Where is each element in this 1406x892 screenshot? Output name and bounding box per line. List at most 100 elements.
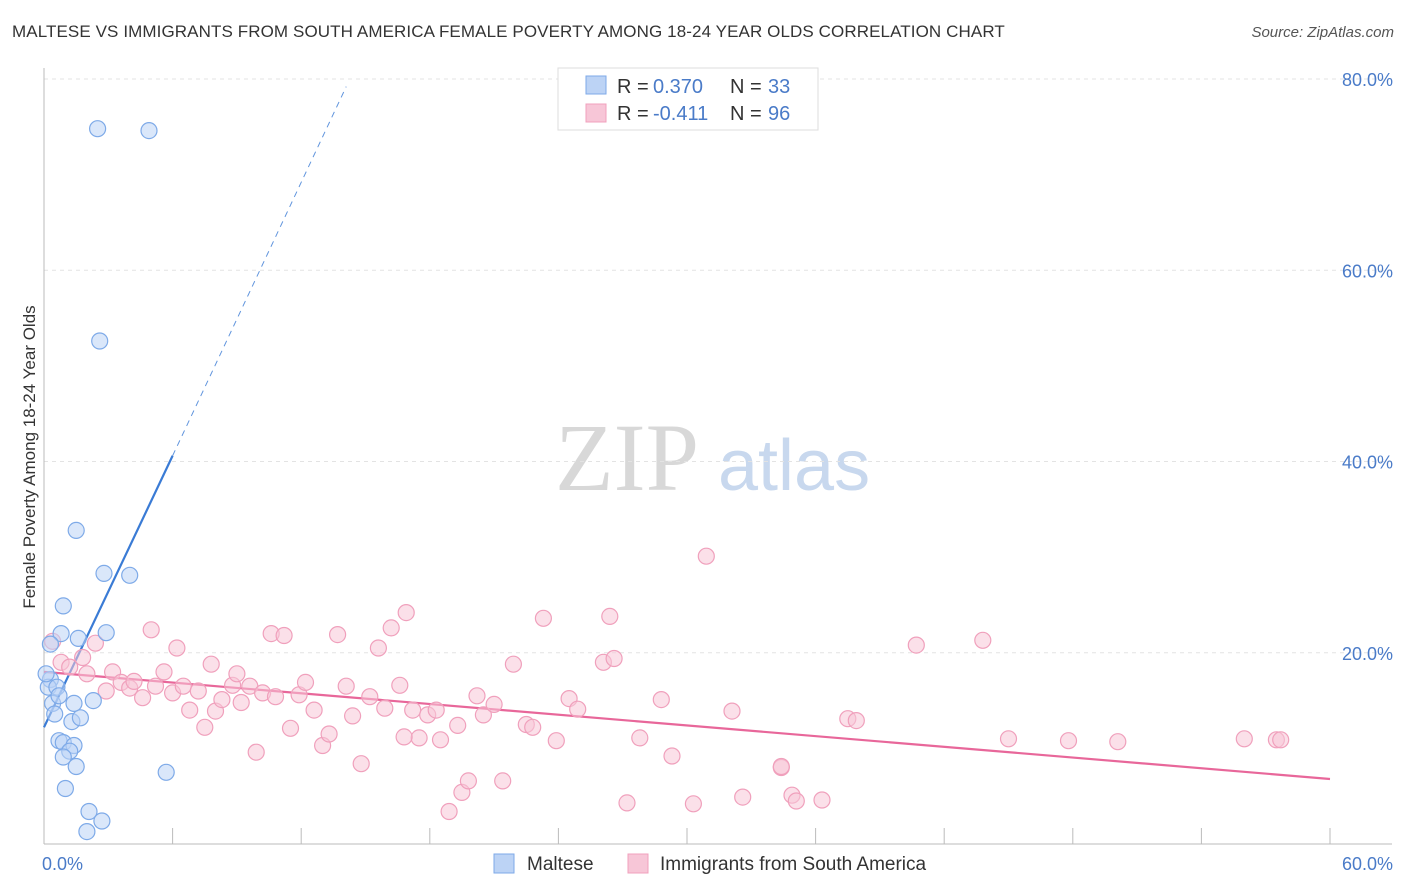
point-maltese-4 (95, 564, 113, 583)
point-south-america-20 (196, 718, 214, 736)
legend-r-value-2: -0.411 (653, 103, 708, 125)
point-maltese-9 (97, 624, 115, 642)
point-south-america-66 (547, 732, 565, 750)
point-south-america-43 (361, 688, 379, 706)
source-label: Source: ZipAtlas.com (1251, 24, 1394, 41)
point-south-america-10 (125, 672, 143, 691)
point-maltese-31 (37, 665, 55, 683)
point-maltese-27 (80, 802, 98, 821)
point-south-america-45 (376, 699, 394, 717)
point-south-america-17 (174, 677, 192, 695)
point-south-america-94 (847, 711, 865, 730)
x-tick-label-1: 60.0% (1342, 854, 1393, 874)
point-south-america-58 (468, 687, 486, 705)
point-maltese-18 (84, 691, 102, 710)
data-points (37, 120, 1290, 841)
legend-r-label-1: R = (617, 76, 649, 98)
point-south-america-3 (73, 648, 92, 667)
legend-r-label-2: R = (617, 103, 649, 125)
trend-line-maltese (43, 455, 174, 728)
point-maltese-24 (67, 757, 85, 776)
point-south-america-88 (1059, 732, 1078, 750)
point-south-america-31 (266, 688, 285, 706)
point-south-america-28 (247, 743, 265, 761)
gridlines (44, 78, 1392, 654)
point-south-america-57 (459, 772, 477, 790)
point-south-america-90 (1235, 730, 1253, 748)
point-south-america-82 (787, 792, 805, 810)
point-south-america-89 (1109, 733, 1127, 751)
y-tick-label-3: 80.0% (1342, 70, 1393, 90)
point-maltese-3 (67, 521, 85, 540)
point-maltese-30 (41, 635, 60, 653)
point-south-america-75 (663, 747, 681, 765)
point-south-america-87 (999, 730, 1018, 748)
point-south-america-49 (404, 701, 422, 719)
point-maltese-32 (50, 687, 68, 705)
point-south-america-86 (974, 631, 992, 649)
y-axis-label: Female Poverty Among 18-24 Year Olds (20, 305, 39, 608)
bottom-legend-swatch-maltese (493, 853, 515, 874)
legend-n-label-1: N = (730, 76, 762, 98)
point-south-america-68 (569, 700, 587, 718)
point-south-america-76 (684, 795, 703, 813)
point-maltese-26 (56, 779, 75, 798)
point-south-america-70 (601, 607, 619, 626)
trend-line-maltese-extension (172, 86, 347, 456)
point-south-america-21 (202, 655, 220, 673)
point-south-america-38 (320, 725, 338, 743)
point-maltese-6 (54, 597, 72, 615)
tick-labels: 20.0% 40.0% 60.0% 80.0% 0.0% 60.0% (42, 70, 1393, 874)
legend-swatch-south-america (585, 103, 607, 123)
point-south-america-32 (275, 626, 293, 645)
point-maltese-29 (78, 822, 96, 841)
point-south-america-79 (734, 788, 752, 806)
point-south-america-73 (631, 729, 649, 747)
point-maltese-17 (65, 694, 83, 713)
point-south-america-36 (305, 701, 323, 719)
point-south-america-47 (391, 676, 409, 694)
point-south-america-39 (329, 625, 347, 644)
stats-legend: R = 0.370 N = 33 R = -0.411 N = 96 (557, 67, 819, 131)
point-south-america-62 (504, 655, 523, 673)
point-south-america-19 (189, 682, 207, 700)
point-south-america-4 (86, 634, 105, 652)
watermark-zip: ZIP (555, 404, 699, 511)
point-south-america-74 (652, 690, 670, 709)
point-south-america-52 (427, 701, 445, 719)
point-maltese-8 (69, 629, 87, 648)
legend-n-label-2: N = (730, 103, 762, 125)
point-south-america-50 (410, 729, 428, 747)
point-south-america-46 (382, 619, 400, 637)
point-south-america-40 (337, 677, 355, 695)
y-tick-label-0: 20.0% (1342, 644, 1393, 664)
point-south-america-16 (168, 639, 186, 657)
point-maltese-28 (93, 812, 111, 830)
point-south-america-11 (134, 689, 152, 707)
point-south-america-33 (281, 719, 300, 737)
point-maltese-2 (91, 332, 109, 350)
legend-n-value-1: 33 (768, 76, 790, 98)
point-south-america-44 (369, 639, 387, 657)
point-south-america-93 (772, 757, 790, 776)
point-south-america-55 (449, 716, 467, 735)
point-south-america-41 (344, 707, 362, 725)
point-south-america-85 (907, 636, 925, 654)
point-south-america-77 (697, 547, 715, 565)
point-south-america-48 (397, 603, 415, 622)
point-south-america-78 (723, 702, 741, 720)
point-south-america-71 (605, 649, 623, 668)
point-maltese-25 (157, 763, 175, 781)
x-tick-label-0: 0.0% (42, 854, 83, 874)
axes (43, 68, 1392, 845)
point-south-america-60 (485, 695, 503, 714)
point-south-america-14 (155, 663, 173, 681)
legend-n-value-2: 96 (768, 103, 790, 125)
point-south-america-12 (142, 621, 160, 639)
legend-swatch-maltese (585, 75, 607, 95)
point-south-america-25 (228, 665, 246, 683)
point-south-america-42 (352, 755, 370, 773)
point-maltese-23 (54, 748, 72, 766)
point-south-america-59 (474, 706, 492, 724)
